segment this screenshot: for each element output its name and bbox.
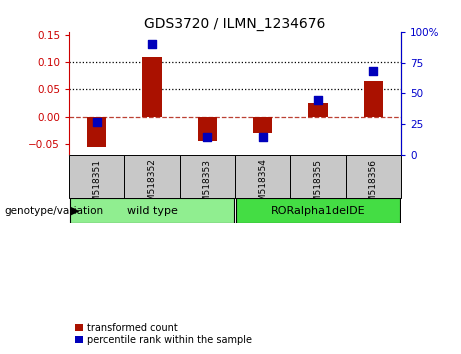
Text: GSM518354: GSM518354 <box>258 159 267 213</box>
Point <box>204 134 211 139</box>
Text: GSM518356: GSM518356 <box>369 159 378 213</box>
Bar <box>198 117 217 141</box>
Point <box>370 68 377 74</box>
Bar <box>364 81 383 117</box>
Bar <box>290 155 346 198</box>
Bar <box>124 155 180 198</box>
Bar <box>70 198 234 223</box>
Point <box>93 119 100 125</box>
Legend: transformed count, percentile rank within the sample: transformed count, percentile rank withi… <box>74 322 253 346</box>
Bar <box>253 117 272 133</box>
Title: GDS3720 / ILMN_1234676: GDS3720 / ILMN_1234676 <box>144 17 326 31</box>
Text: GSM518351: GSM518351 <box>92 159 101 213</box>
Text: GSM518355: GSM518355 <box>313 159 323 213</box>
Bar <box>346 155 401 198</box>
Bar <box>87 117 106 147</box>
Bar <box>235 155 290 198</box>
Bar <box>142 57 162 117</box>
Point <box>259 134 266 139</box>
Bar <box>69 155 124 198</box>
Text: GSM518353: GSM518353 <box>203 159 212 213</box>
Text: genotype/variation: genotype/variation <box>5 206 104 216</box>
Text: RORalpha1delDE: RORalpha1delDE <box>271 206 366 216</box>
Point <box>314 97 322 102</box>
Bar <box>308 103 328 117</box>
Text: wild type: wild type <box>127 206 177 216</box>
Bar <box>180 155 235 198</box>
Text: ▶: ▶ <box>71 206 80 216</box>
Bar <box>236 198 400 223</box>
Text: GSM518352: GSM518352 <box>148 159 157 213</box>
Point <box>148 41 156 47</box>
